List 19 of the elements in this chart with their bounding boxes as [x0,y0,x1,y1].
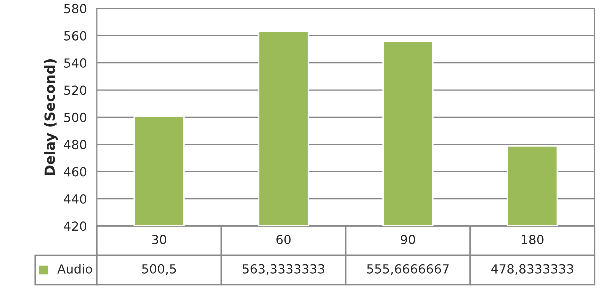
legend-label: Audio [58,264,92,274]
x-tick-label: 30 [152,235,166,245]
x-tick-label: 60 [276,235,291,245]
y-tick-label: 580 [64,4,87,14]
x-tick-label: 180 [522,235,544,245]
data-label: 478,8333333 [492,264,574,276]
y-tick-label: 500 [64,112,87,122]
x-tick-label: 90 [401,235,416,245]
y-tick-label: 460 [64,167,87,177]
y-tick-label: 420 [64,222,87,232]
data-label: 563,3333333 [242,264,325,276]
y-tick-label: 520 [64,86,87,96]
data-label: 555,6666667 [367,264,449,276]
y-tick-label: 440 [64,194,87,204]
y-tick-label: 560 [64,31,87,41]
y-tick-label: 540 [64,58,87,68]
data-label: 500,5 [142,264,176,276]
y-tick-label: 480 [64,140,87,150]
y-axis-title: Delay (Second) [44,60,58,176]
